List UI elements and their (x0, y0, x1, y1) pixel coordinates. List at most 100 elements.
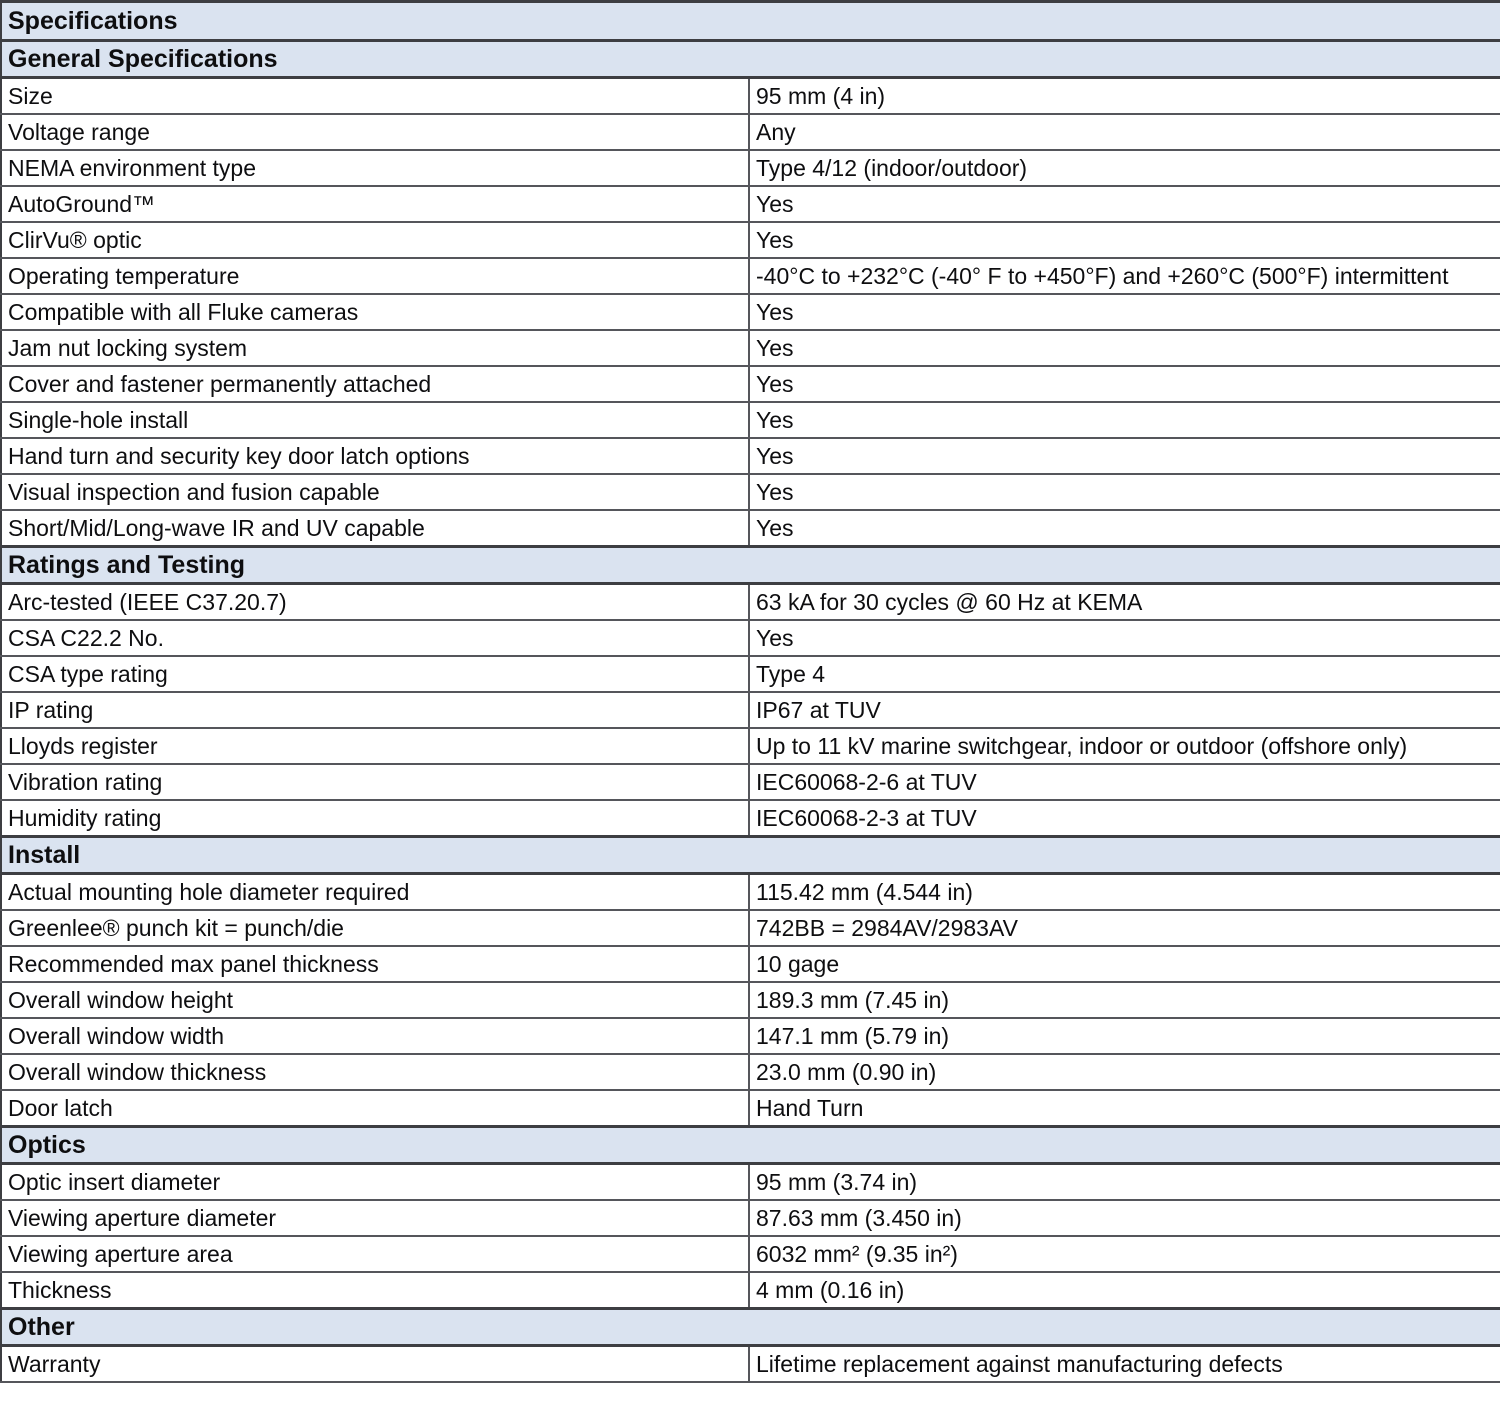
spec-label: Humidity rating (1, 799, 750, 838)
spec-value: -40°C to +232°C (-40° F to +450°F) and +… (749, 257, 1500, 295)
spec-value: 115.42 mm (4.544 in) (749, 872, 1500, 911)
spec-value: Lifetime replacement against manufacturi… (749, 1344, 1500, 1383)
spec-label: Viewing aperture area (1, 1235, 750, 1273)
spec-label: Recommended max panel thickness (1, 945, 750, 983)
spec-value: 63 kA for 30 cycles @ 60 Hz at KEMA (749, 582, 1500, 621)
spec-label: IP rating (1, 691, 750, 729)
spec-label: Vibration rating (1, 763, 750, 801)
table-row: Overall window height 189.3 mm (7.45 in) (1, 981, 1500, 1019)
spec-value: Yes (749, 329, 1500, 367)
spec-value: 95 mm (4 in) (749, 76, 1500, 115)
spec-value: Yes (749, 619, 1500, 657)
spec-value: 10 gage (749, 945, 1500, 983)
spec-label: Hand turn and security key door latch op… (1, 437, 750, 475)
section-header-row: Optics (1, 1125, 1500, 1165)
spec-value: 6032 mm² (9.35 in²) (749, 1235, 1500, 1273)
spec-label: Optic insert diameter (1, 1162, 750, 1201)
table-row: Thickness 4 mm (0.16 in) (1, 1271, 1500, 1310)
section-header-row: Install (1, 835, 1500, 875)
table-title: Specifications (1, 0, 1500, 42)
spec-label: Overall window height (1, 981, 750, 1019)
spec-value: Yes (749, 401, 1500, 439)
spec-label: Cover and fastener permanently attached (1, 365, 750, 403)
spec-value: 95 mm (3.74 in) (749, 1162, 1500, 1201)
spec-label: CSA C22.2 No. (1, 619, 750, 657)
table-row: Short/Mid/Long-wave IR and UV capable Yes (1, 509, 1500, 548)
spec-value: Yes (749, 473, 1500, 511)
spec-value: Up to 11 kV marine switchgear, indoor or… (749, 727, 1500, 765)
section-header-row: General Specifications (1, 39, 1500, 79)
table-row: Greenlee® punch kit = punch/die 742BB = 2… (1, 909, 1500, 947)
spec-label: Warranty (1, 1344, 750, 1383)
spec-label: Voltage range (1, 113, 750, 151)
spec-value: IP67 at TUV (749, 691, 1500, 729)
spec-label: Overall window thickness (1, 1053, 750, 1091)
table-row: Humidity rating IEC60068-2-3 at TUV (1, 799, 1500, 838)
section-header: Ratings and Testing (1, 545, 1500, 585)
spec-label: Size (1, 76, 750, 115)
spec-label: Door latch (1, 1089, 750, 1128)
spec-value: Yes (749, 365, 1500, 403)
spec-label: AutoGround™ (1, 185, 750, 223)
spec-label: Lloyds register (1, 727, 750, 765)
table-row: CSA C22.2 No. Yes (1, 619, 1500, 657)
table-row: Hand turn and security key door latch op… (1, 437, 1500, 475)
table-row: Operating temperature -40°C to +232°C (-4… (1, 257, 1500, 295)
table-row: Warranty Lifetime replacement against man… (1, 1344, 1500, 1383)
table-row: Recommended max panel thickness 10 gage (1, 945, 1500, 983)
spec-label: NEMA environment type (1, 149, 750, 187)
table-row: Size 95 mm (4 in) (1, 76, 1500, 115)
spec-value: Yes (749, 509, 1500, 548)
table-row: CSA type rating Type 4 (1, 655, 1500, 693)
spec-label: Viewing aperture diameter (1, 1199, 750, 1237)
spec-label: ClirVu® optic (1, 221, 750, 259)
spec-value: 742BB = 2984AV/2983AV (749, 909, 1500, 947)
table-row: Viewing aperture diameter 87.63 mm (3.450… (1, 1199, 1500, 1237)
spec-value: 23.0 mm (0.90 in) (749, 1053, 1500, 1091)
section-header-row: Other (1, 1307, 1500, 1347)
table-row: Cover and fastener permanently attached Y… (1, 365, 1500, 403)
spec-label: Overall window width (1, 1017, 750, 1055)
spec-label: Single-hole install (1, 401, 750, 439)
spec-value: IEC60068-2-3 at TUV (749, 799, 1500, 838)
spec-label: Operating temperature (1, 257, 750, 295)
section-header: Other (1, 1307, 1500, 1347)
spec-value: Type 4/12 (indoor/outdoor) (749, 149, 1500, 187)
table-row: Voltage range Any (1, 113, 1500, 151)
table-row: Visual inspection and fusion capable Yes (1, 473, 1500, 511)
spec-value: 87.63 mm (3.450 in) (749, 1199, 1500, 1237)
table-row: Viewing aperture area 6032 mm² (9.35 in²) (1, 1235, 1500, 1273)
table-row: Single-hole install Yes (1, 401, 1500, 439)
spec-label: CSA type rating (1, 655, 750, 693)
table-row: Overall window width 147.1 mm (5.79 in) (1, 1017, 1500, 1055)
spec-label: Jam nut locking system (1, 329, 750, 367)
spec-label: Short/Mid/Long-wave IR and UV capable (1, 509, 750, 548)
table-row: Optic insert diameter 95 mm (3.74 in) (1, 1162, 1500, 1201)
spec-value: Hand Turn (749, 1089, 1500, 1128)
table-row: Overall window thickness 23.0 mm (0.90 in… (1, 1053, 1500, 1091)
spec-label: Actual mounting hole diameter required (1, 872, 750, 911)
spec-value: Yes (749, 293, 1500, 331)
table-title-row: Specifications (1, 0, 1500, 42)
spec-value: Yes (749, 221, 1500, 259)
section-header: Optics (1, 1125, 1500, 1165)
spec-label: Visual inspection and fusion capable (1, 473, 750, 511)
table-row: NEMA environment type Type 4/12 (indoor/o… (1, 149, 1500, 187)
table-row: ClirVu® optic Yes (1, 221, 1500, 259)
table-row: Actual mounting hole diameter required 11… (1, 872, 1500, 911)
spec-label: Compatible with all Fluke cameras (1, 293, 750, 331)
table-row: Jam nut locking system Yes (1, 329, 1500, 367)
spec-value: Any (749, 113, 1500, 151)
table-row: Vibration rating IEC60068-2-6 at TUV (1, 763, 1500, 801)
spec-label: Greenlee® punch kit = punch/die (1, 909, 750, 947)
spec-value: Yes (749, 437, 1500, 475)
spec-value: 147.1 mm (5.79 in) (749, 1017, 1500, 1055)
spec-value: IEC60068-2-6 at TUV (749, 763, 1500, 801)
spec-label: Arc-tested (IEEE C37.20.7) (1, 582, 750, 621)
spec-label: Thickness (1, 1271, 750, 1310)
table-row: Compatible with all Fluke cameras Yes (1, 293, 1500, 331)
table-row: Door latch Hand Turn (1, 1089, 1500, 1128)
table-row: AutoGround™ Yes (1, 185, 1500, 223)
